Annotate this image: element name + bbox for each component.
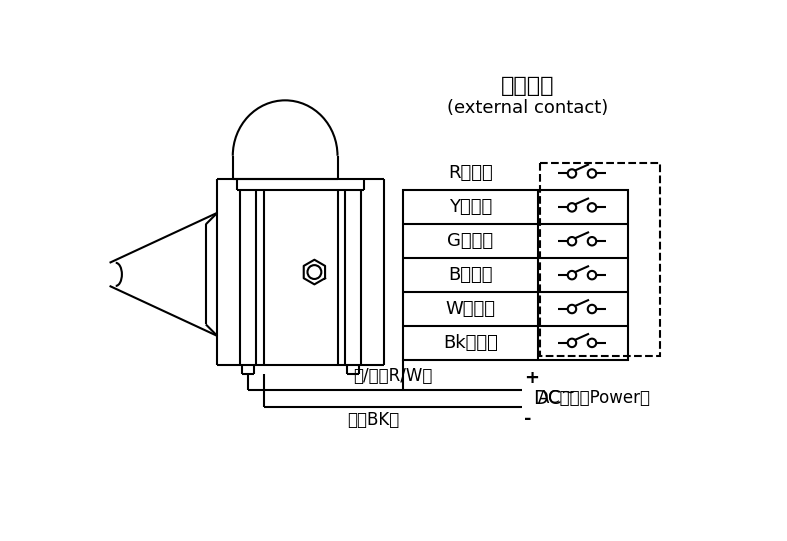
- Text: G（绳）: G（绳）: [447, 232, 493, 250]
- Text: Y（黄）: Y（黄）: [449, 199, 492, 216]
- Text: R（红）: R（红）: [448, 164, 493, 182]
- Bar: [403, 190, 628, 360]
- Text: 红/白（R/W）: 红/白（R/W）: [353, 367, 433, 385]
- Text: +: +: [524, 369, 539, 387]
- Text: W（白）: W（白）: [445, 300, 495, 318]
- Text: (external contact): (external contact): [447, 99, 608, 117]
- Bar: [540, 163, 660, 356]
- Text: DC: DC: [533, 389, 562, 408]
- Text: AC电源（Power）: AC电源（Power）: [538, 390, 651, 407]
- Text: 外部接点: 外部接点: [501, 76, 555, 96]
- Text: 黑（BK）: 黑（BK）: [348, 411, 400, 430]
- Text: ~: ~: [560, 383, 575, 401]
- Text: B（蓝）: B（蓝）: [448, 266, 493, 284]
- Text: Bk（黑）: Bk（黑）: [443, 334, 497, 352]
- Text: -: -: [524, 410, 531, 428]
